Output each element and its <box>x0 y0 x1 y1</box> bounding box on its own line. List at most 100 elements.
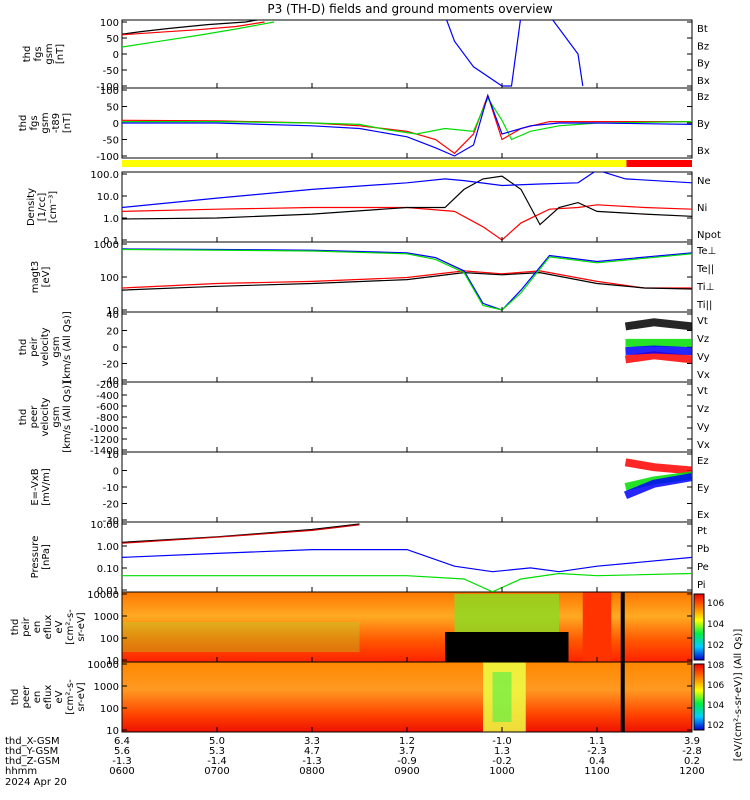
panel-8: 10.00 1.00 0.10 0.01 Pressure [nPa] Pt Pb Pe Pi <box>30 520 709 597</box>
y-axis-label: thd <box>18 409 29 426</box>
x-axis-value: 0800 <box>299 766 324 777</box>
y-axis-label: sr-eV] <box>76 682 87 711</box>
y-axis-label: peer <box>29 405 40 429</box>
y-axis-label: thd <box>18 339 29 356</box>
y-tick-label: 0 <box>113 119 119 130</box>
colorbar-bottom <box>693 663 705 731</box>
legend-entry: By <box>697 59 710 70</box>
spectrogram-field <box>122 662 692 732</box>
y-axis-label: thd <box>10 689 21 706</box>
y-axis-label: [1/cc] <box>37 193 48 222</box>
x-axis-value: 3.3 <box>304 736 320 747</box>
spectrogram-green-core <box>492 672 512 722</box>
colorbar-tick-label: 104 <box>707 620 724 630</box>
y-axis-label: eflux <box>43 685 54 710</box>
y-tick-label: -400 <box>96 391 119 402</box>
y-axis-label: -t89 <box>51 113 62 133</box>
legend-entry: Vy <box>697 352 710 363</box>
x-axis-value: 5.0 <box>209 736 225 747</box>
y-axis-label: peer <box>21 685 32 709</box>
y-tick-label: 10 <box>106 450 119 461</box>
y-tick-label: -30 <box>103 516 119 527</box>
y-tick-label: 1000 <box>94 612 119 623</box>
y-axis-label: [cm⁻³] <box>48 191 59 223</box>
x-axis-value: 0700 <box>204 766 229 777</box>
series-line-Bx <box>122 93 692 157</box>
y-axis-label: sr-eV] <box>76 612 87 641</box>
y-tick-label: 10.0 <box>97 192 119 203</box>
y-axis-label: [km/s (All Qs)] <box>62 381 73 453</box>
panel-1: 100 50 0 -50 -100 thd fgs gsm [nT] Bt Bz By Bx <box>22 18 710 93</box>
colorbar-tick-label: 108 <box>707 661 724 671</box>
series-line-Vz <box>624 351 692 364</box>
y-axis-label: velocity <box>40 397 51 436</box>
series-line-Ne <box>122 204 692 241</box>
legend-entry: Ex <box>697 510 709 521</box>
y-tick-label: 0 <box>113 50 119 61</box>
x-axis-value: 0.4 <box>589 756 605 767</box>
x-axis-value: 5.6 <box>114 746 130 757</box>
y-axis-label: [nPa] <box>41 544 52 570</box>
series-line-Pi <box>122 548 692 573</box>
x-axis-value: 3.7 <box>399 746 415 757</box>
y-tick-label: -100 <box>96 152 119 163</box>
spectrogram-gap <box>620 592 625 662</box>
y-axis-label: [nT] <box>62 113 73 133</box>
legend-entry: Te⊥ <box>696 246 716 257</box>
y-tick-label: 0 <box>113 343 119 354</box>
y-tick-label: 10.00 <box>90 520 119 531</box>
legend-entry: Pe <box>697 562 709 573</box>
legend-entry: Ez <box>697 456 709 467</box>
colorbar-tick-label: 104 <box>707 701 724 711</box>
series-line-By <box>122 97 692 141</box>
colorbar-tick-label: 102 <box>707 721 724 731</box>
legend-entry: Ti|| <box>696 300 712 311</box>
y-axis-label: thd <box>22 46 33 63</box>
y-tick-label: 100 <box>100 634 119 645</box>
series-group-density <box>122 172 692 241</box>
x-axis-value: 0600 <box>109 766 134 777</box>
legend-entry: Vy <box>697 422 710 433</box>
x-axis-value: -0.9 <box>397 756 417 767</box>
mode-bar-segment-0 <box>122 160 627 167</box>
y-tick-label: 10 <box>106 726 119 737</box>
x-axis-value: 0.2 <box>684 756 700 767</box>
y-tick-label: -100 <box>96 82 119 93</box>
legend-entry: Te|| <box>696 264 714 275</box>
colorbar-tick-label: 106 <box>707 599 724 609</box>
legend-entry: Ti⊥ <box>696 282 714 293</box>
legend-entry: Vz <box>697 334 709 345</box>
panel-7: 10 0 -10 -20 -30 E=-VxB [mV/m] Ez Ey Ex <box>30 450 709 527</box>
y-axis-label: peir <box>21 616 32 636</box>
series-group-fgs_gsm_t89 <box>122 93 692 157</box>
series-line-Vt <box>624 318 692 331</box>
series-group-magt3 <box>122 248 692 311</box>
x-axis-value: 1.3 <box>494 746 510 757</box>
y-axis-label: gsm <box>51 406 62 427</box>
series-group-pressure <box>122 523 692 592</box>
colorbar-top <box>693 593 705 661</box>
series-line-Ni <box>122 175 692 226</box>
y-tick-label: 0.1 <box>103 236 119 247</box>
x-axis-value: -1.4 <box>207 756 227 767</box>
x-axis-row-label: thd_Y-GSM <box>5 746 58 757</box>
y-tick-label: -10 <box>103 483 119 494</box>
legend-entry: Ni <box>697 203 707 214</box>
x-axis-value: -0.2 <box>492 756 512 767</box>
series-line-Bt <box>122 20 261 35</box>
panel-frame <box>121 451 693 523</box>
legend-entry: Pt <box>697 526 707 537</box>
y-axis-label: thd <box>10 619 21 636</box>
x-axis-value: 6.4 <box>114 736 130 747</box>
y-axis-label: gsm <box>40 112 51 133</box>
y-axis-label: Density <box>26 188 37 226</box>
y-axis-label: gsm <box>51 336 62 357</box>
y-tick-label: 100 <box>100 18 119 29</box>
y-axis-label: en <box>32 621 43 634</box>
series-line-Pt <box>122 523 360 543</box>
mode-bar <box>122 160 692 167</box>
y-axis-label: [cm²-s- <box>65 679 76 715</box>
y-tick-label: 1000 <box>94 682 119 693</box>
